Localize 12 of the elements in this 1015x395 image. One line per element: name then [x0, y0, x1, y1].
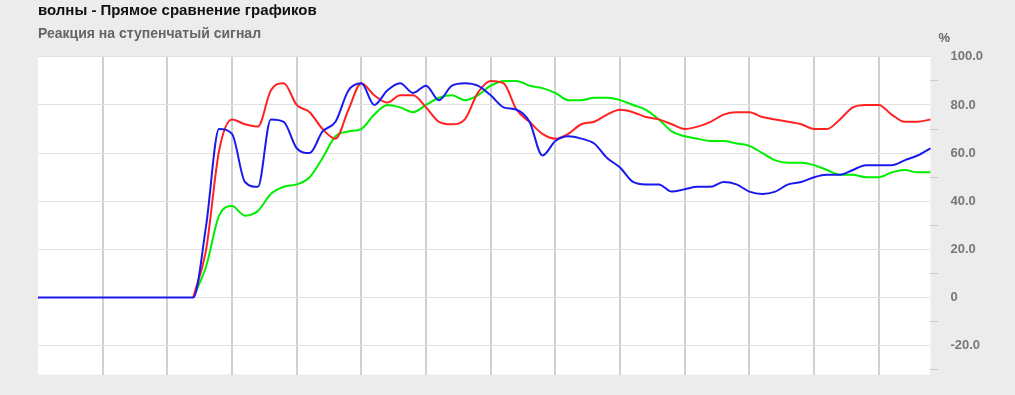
- y-tick-label: 100.0: [950, 48, 984, 64]
- y-tick-label: 20.0: [950, 240, 976, 256]
- y-tick-label: 0: [950, 289, 958, 305]
- y-tick-label: 40.0: [950, 192, 976, 208]
- line-series: [37, 82, 932, 299]
- line-series: [192, 79, 932, 299]
- y-tick-label: 60.0: [950, 144, 976, 160]
- y-tick-label: 80.0: [950, 96, 976, 112]
- chart-title: волны - Прямое сравнение графиков: [38, 1, 317, 19]
- chart-subtitle: Реакция на ступенчатый сигнал: [38, 25, 262, 42]
- y-tick-label: -20.0: [950, 337, 981, 353]
- y-axis-title: %: [938, 29, 951, 45]
